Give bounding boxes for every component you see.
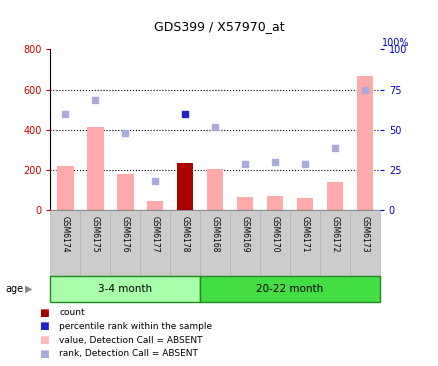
Bar <box>110 210 140 276</box>
Text: GSM6176: GSM6176 <box>120 216 130 252</box>
Bar <box>117 173 133 210</box>
Bar <box>206 169 223 210</box>
Bar <box>147 201 163 210</box>
Bar <box>319 210 349 276</box>
Text: 3-4 month: 3-4 month <box>98 284 152 294</box>
Text: GSM6177: GSM6177 <box>150 216 159 252</box>
Text: value, Detection Call = ABSENT: value, Detection Call = ABSENT <box>59 336 202 344</box>
Bar <box>356 76 372 210</box>
Text: count: count <box>59 309 85 317</box>
Text: GSM6169: GSM6169 <box>240 216 249 252</box>
Bar <box>236 197 253 210</box>
Text: ■: ■ <box>39 335 49 345</box>
Bar <box>170 210 200 276</box>
Bar <box>266 196 283 210</box>
Text: 100%: 100% <box>381 38 409 48</box>
Text: ■: ■ <box>39 321 49 332</box>
Text: GSM6170: GSM6170 <box>270 216 279 252</box>
Bar <box>326 182 342 210</box>
Bar <box>230 210 259 276</box>
Bar <box>289 210 319 276</box>
Bar <box>140 210 170 276</box>
Text: GSM6178: GSM6178 <box>180 216 189 252</box>
Text: ■: ■ <box>39 348 49 359</box>
Text: rank, Detection Call = ABSENT: rank, Detection Call = ABSENT <box>59 349 198 358</box>
Bar <box>50 276 200 302</box>
Text: GSM6174: GSM6174 <box>61 216 70 252</box>
Text: ■: ■ <box>39 308 49 318</box>
Bar <box>57 166 74 210</box>
Bar <box>200 276 379 302</box>
Text: GSM6175: GSM6175 <box>91 216 100 252</box>
Text: 20-22 month: 20-22 month <box>256 284 323 294</box>
Text: GDS399 / X57970_at: GDS399 / X57970_at <box>154 20 284 33</box>
Text: GSM6171: GSM6171 <box>300 216 309 252</box>
Bar <box>259 210 289 276</box>
Text: percentile rank within the sample: percentile rank within the sample <box>59 322 212 331</box>
Text: GSM6168: GSM6168 <box>210 216 219 252</box>
Bar <box>296 198 312 210</box>
Bar <box>200 210 230 276</box>
Bar <box>177 163 193 210</box>
Text: GSM6173: GSM6173 <box>360 216 368 252</box>
Bar <box>50 210 80 276</box>
Bar <box>349 210 379 276</box>
Bar <box>80 210 110 276</box>
Text: ▶: ▶ <box>25 284 33 294</box>
Bar <box>87 127 103 210</box>
Text: age: age <box>5 284 23 294</box>
Text: GSM6172: GSM6172 <box>329 216 339 252</box>
